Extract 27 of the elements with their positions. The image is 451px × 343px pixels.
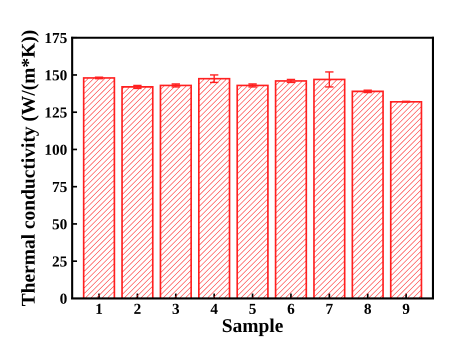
y-tick-label: 75: [52, 182, 67, 192]
bar: [121, 86, 154, 298]
x-tick-label: 5: [249, 304, 256, 314]
y-tick-label: 25: [52, 256, 67, 267]
x-tick-label: 6: [288, 304, 294, 314]
x-tick-label: 4: [210, 304, 218, 314]
x-tick-label: 8: [364, 304, 372, 314]
x-tick-label: 3: [172, 304, 180, 314]
y-axis-title: Thermal conductivity (W/(m*K)): [21, 30, 39, 306]
x-tick-label: 1: [96, 304, 102, 314]
bar: [236, 84, 269, 298]
x-tick-label: 9: [402, 304, 410, 314]
bar: [198, 78, 230, 298]
x-tick-label: 7: [326, 304, 333, 314]
x-axis-title: Sample: [222, 318, 283, 336]
y-tick-label: 150: [46, 70, 67, 80]
bar: [390, 100, 422, 298]
x-tick-label: 2: [134, 304, 141, 314]
bar: [82, 77, 116, 298]
y-tick-label: 100: [46, 144, 67, 155]
y-tick-label: 50: [52, 219, 67, 230]
y-tick-label: 125: [46, 107, 67, 118]
y-tick-label: 175: [46, 32, 67, 44]
bar: [160, 84, 192, 298]
y-tick-label: 0: [60, 294, 67, 304]
bar: [274, 80, 308, 298]
bar: [352, 90, 384, 298]
